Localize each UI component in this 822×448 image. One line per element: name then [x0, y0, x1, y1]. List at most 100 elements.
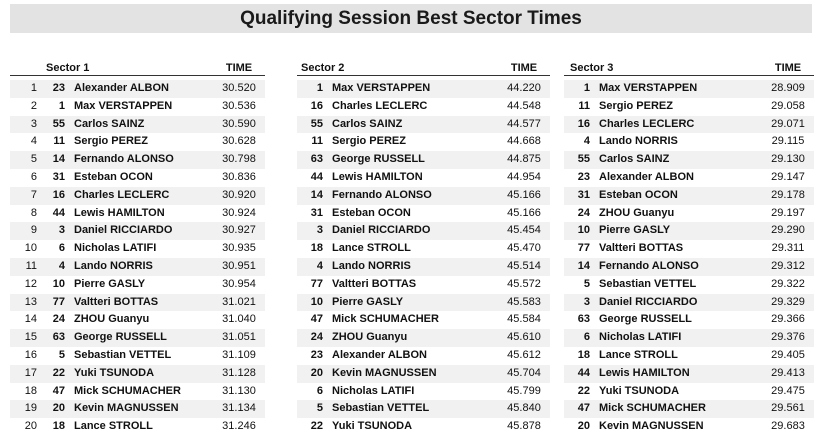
position-cell: 6 [30, 170, 37, 183]
driver-name-cell: Lando NORRIS [74, 259, 153, 272]
car-number-cell: 20 [310, 366, 323, 379]
car-number-cell: 4 [316, 259, 323, 272]
driver-name-cell: Fernando ALONSO [599, 259, 699, 272]
car-number-cell: 10 [310, 295, 323, 308]
car-number-cell: 47 [310, 313, 323, 326]
position-cell: 16 [24, 348, 37, 361]
driver-name-cell: Daniel RICCIARDO [74, 224, 173, 237]
sector-time-cell: 30.836 [222, 170, 256, 183]
car-number-cell: 6 [583, 331, 590, 344]
driver-name-cell: Esteban OCON [74, 170, 153, 183]
sector-time-cell: 45.470 [507, 242, 541, 255]
car-number-cell: 14 [52, 153, 65, 166]
driver-name-cell: ZHOU Guanyu [332, 331, 408, 344]
sector-2-time-header: TIME [510, 62, 538, 74]
car-number-cell: 4 [583, 135, 590, 148]
sector-time-cell: 31.134 [222, 402, 256, 415]
car-number-cell: 44 [577, 366, 590, 379]
table-row: 19 20 Kevin MAGNUSSEN 31.134 [10, 400, 265, 419]
driver-name-cell: Alexander ALBON [599, 170, 694, 183]
sector-time-cell: 29.405 [771, 348, 805, 361]
sector-2-table: Sector 2 TIME 1 Max VERSTAPPEN 44.220 16 Cha… [297, 62, 550, 436]
position-cell: 18 [24, 384, 37, 397]
sector-time-cell: 29.561 [771, 402, 805, 415]
car-number-cell: 77 [577, 242, 590, 255]
driver-name-cell: George RUSSELL [332, 153, 425, 166]
sector-3-rows: 1 Max VERSTAPPEN 28.909 11 Sergio PEREZ 29.05… [564, 80, 814, 436]
sector-1-header: Sector 1 TIME [10, 62, 265, 76]
car-number-cell: 20 [52, 402, 65, 415]
table-row: 47 Mick SCHUMACHER 29.561 [564, 400, 814, 419]
table-row: 16 Charles LECLERC 44.548 [297, 98, 550, 116]
car-number-cell: 31 [577, 188, 590, 201]
driver-name-cell: Alexander ALBON [332, 348, 427, 361]
sector-1-rows: 1 23 Alexander ALBON 30.520 2 1 Max VERSTAPPEN… [10, 80, 265, 436]
sector-time-cell: 31.021 [222, 295, 256, 308]
table-row: 14 Fernando ALONSO 45.166 [297, 186, 550, 205]
driver-name-cell: Pierre GASLY [599, 224, 671, 237]
driver-name-cell: Sergio PEREZ [599, 99, 673, 112]
sector-1-time-header: TIME [225, 62, 253, 74]
car-number-cell: 31 [52, 170, 65, 183]
driver-name-cell: Sergio PEREZ [74, 135, 148, 148]
driver-name-cell: Daniel RICCIARDO [599, 295, 698, 308]
car-number-cell: 23 [310, 348, 323, 361]
table-row: 18 47 Mick SCHUMACHER 31.130 [10, 383, 265, 401]
driver-name-cell: Lance STROLL [332, 242, 411, 255]
car-number-cell: 20 [577, 420, 590, 433]
position-cell: 15 [24, 331, 37, 344]
car-number-cell: 3 [316, 224, 323, 237]
sector-time-cell: 29.178 [771, 188, 805, 201]
driver-name-cell: Nicholas LATIFI [74, 242, 157, 255]
sector-time-cell: 45.840 [507, 402, 541, 415]
sector-time-cell: 30.935 [222, 242, 256, 255]
driver-name-cell: Mick SCHUMACHER [74, 384, 181, 397]
driver-name-cell: Alexander ALBON [74, 82, 169, 94]
table-row: 14 Fernando ALONSO 29.312 [564, 257, 814, 276]
driver-name-cell: ZHOU Guanyu [599, 206, 675, 219]
sector-time-cell: 29.311 [771, 242, 805, 255]
car-number-cell: 63 [577, 313, 590, 326]
position-cell: 1 [30, 82, 37, 94]
position-cell: 13 [24, 295, 37, 308]
position-cell: 4 [30, 135, 37, 148]
table-row: 6 Nicholas LATIFI 29.376 [564, 329, 814, 347]
car-number-cell: 18 [577, 348, 590, 361]
position-cell: 14 [24, 313, 37, 326]
sector-time-cell: 31.128 [222, 366, 256, 379]
sector-time-cell: 31.130 [222, 384, 256, 397]
driver-name-cell: Esteban OCON [599, 188, 678, 201]
driver-name-cell: Kevin MAGNUSSEN [599, 420, 704, 433]
sector-3-table: Sector 3 TIME 1 Max VERSTAPPEN 28.909 11 Ser… [564, 62, 814, 436]
car-number-cell: 77 [310, 277, 323, 290]
sector-time-cell: 30.954 [222, 277, 256, 290]
sector-time-cell: 45.166 [507, 206, 541, 219]
driver-name-cell: Sebastian VETTEL [332, 402, 430, 415]
sector-time-cell: 45.704 [507, 366, 541, 379]
sector-time-cell: 29.366 [771, 313, 805, 326]
table-row: 6 31 Esteban OCON 30.836 [10, 169, 265, 187]
table-row: 20 Kevin MAGNUSSEN 29.683 [564, 418, 814, 436]
table-row: 20 18 Lance STROLL 31.246 [10, 418, 265, 436]
sector-3-title: Sector 3 [570, 62, 614, 74]
car-number-cell: 63 [52, 331, 65, 344]
car-number-cell: 11 [53, 135, 65, 148]
car-number-cell: 5 [316, 402, 323, 415]
sector-3-header: Sector 3 TIME [564, 62, 814, 76]
sector-time-cell: 31.040 [222, 313, 256, 326]
table-row: 1 Max VERSTAPPEN 28.909 [564, 80, 814, 98]
sector-time-cell: 45.166 [507, 188, 541, 201]
sector-time-cell: 29.115 [771, 135, 805, 148]
table-row: 11 Sergio PEREZ 29.058 [564, 98, 814, 116]
table-row: 9 3 Daniel RICCIARDO 30.927 [10, 222, 265, 241]
car-number-cell: 22 [52, 366, 65, 379]
sector-1-title: Sector 1 [46, 62, 90, 74]
table-row: 23 Alexander ALBON 45.612 [297, 347, 550, 365]
driver-name-cell: ZHOU Guanyu [74, 313, 150, 326]
car-number-cell: 55 [577, 153, 590, 166]
driver-name-cell: Yuki TSUNODA [74, 366, 155, 379]
driver-name-cell: Charles LECLERC [332, 99, 428, 112]
table-row: 11 4 Lando NORRIS 30.951 [10, 257, 265, 276]
car-number-cell: 24 [577, 206, 590, 219]
sector-time-cell: 29.312 [771, 259, 805, 272]
